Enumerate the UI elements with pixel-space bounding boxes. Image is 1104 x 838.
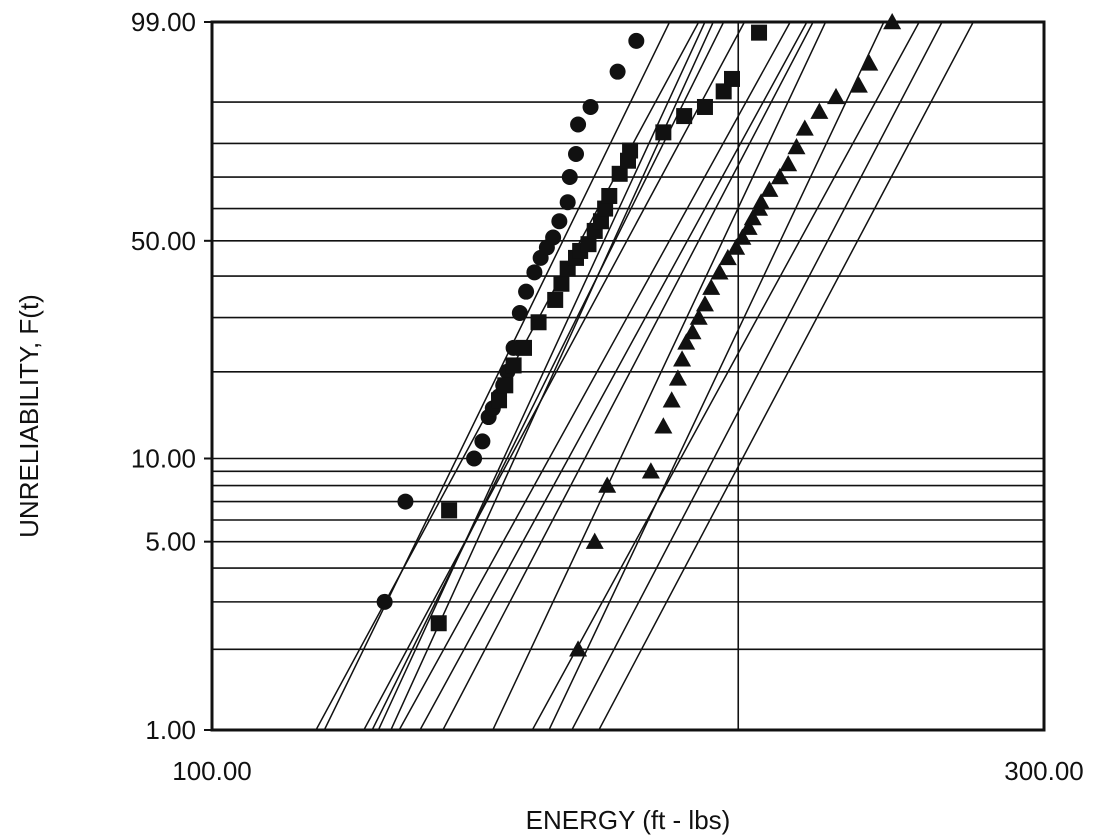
triangle-marker [642, 462, 660, 478]
square-marker [553, 276, 569, 292]
triangle-marker [586, 533, 604, 549]
y-tick-labels: 99.00 50.00 10.00 5.00 1.00 [131, 7, 212, 745]
square-marker [601, 188, 617, 204]
x-axis-title: ENERGY (ft - lbs) [526, 805, 731, 835]
circle-marker [560, 194, 576, 210]
fit-line [376, 0, 814, 772]
square-marker [506, 357, 522, 373]
square-marker [655, 124, 671, 140]
triangle-marker [683, 323, 701, 339]
x-tick-label: 300.00 [1004, 756, 1084, 786]
circle-marker [610, 64, 626, 80]
circle-marker [474, 433, 490, 449]
circle-marker [518, 284, 534, 300]
fit-line [359, 0, 725, 772]
fit-line [473, 0, 846, 772]
circle-marker [583, 99, 599, 115]
fit-line [421, 0, 836, 772]
circle-marker [628, 33, 644, 49]
circle-marker [466, 450, 482, 466]
triangle-marker [779, 155, 797, 171]
square-marker [497, 377, 513, 393]
circle-marker [512, 305, 528, 321]
x-tick-label: 100.00 [172, 756, 252, 786]
fit-lines [293, 0, 996, 772]
square-marker [431, 615, 447, 631]
triangle-marker [850, 76, 868, 92]
square-marker [622, 143, 638, 159]
square-marker [751, 25, 767, 41]
triangle-marker [787, 138, 805, 154]
square-marker [516, 340, 532, 356]
fit-line [529, 0, 904, 772]
square-marker [676, 108, 692, 124]
square-marker [724, 71, 740, 87]
fit-line [397, 0, 830, 772]
triangle-marker [702, 279, 720, 295]
triangle-marker [827, 88, 845, 104]
circle-marker [551, 213, 567, 229]
triangle-marker [796, 119, 814, 135]
circle-marker [568, 146, 584, 162]
triangle-marker [598, 477, 616, 493]
triangle-marker [673, 350, 691, 366]
y-axis-title: UNRELIABILITY, F(t) [14, 294, 44, 538]
circle-marker [545, 229, 561, 245]
y-tick-label: 5.00 [145, 527, 196, 557]
triangle-marker [711, 263, 729, 279]
circle-marker [562, 169, 578, 185]
y-tick-label: 1.00 [145, 715, 196, 745]
circle-marker [570, 116, 586, 132]
y-tick-label: 10.00 [131, 443, 196, 473]
square-marker [697, 99, 713, 115]
circle-marker [397, 494, 413, 510]
triangle-marker [654, 417, 672, 433]
y-tick-label: 99.00 [131, 7, 196, 37]
triangle-marker [663, 391, 681, 407]
triangle-marker [860, 54, 878, 70]
x-tick-labels: 100.00 300.00 [172, 756, 1084, 786]
square-marker [441, 502, 457, 518]
circle-marker [526, 264, 542, 280]
fit-line [341, 0, 767, 772]
square-marker [547, 292, 563, 308]
triangle-marker [810, 103, 828, 119]
circle-marker [377, 594, 393, 610]
fit-line [576, 0, 995, 772]
triangle-marker [696, 295, 714, 311]
square-marker [531, 314, 547, 330]
fit-line [509, 0, 942, 772]
fit-line [550, 0, 965, 772]
y-tick-label: 50.00 [131, 226, 196, 256]
triangle-marker [569, 640, 587, 656]
square-marker [491, 392, 507, 408]
